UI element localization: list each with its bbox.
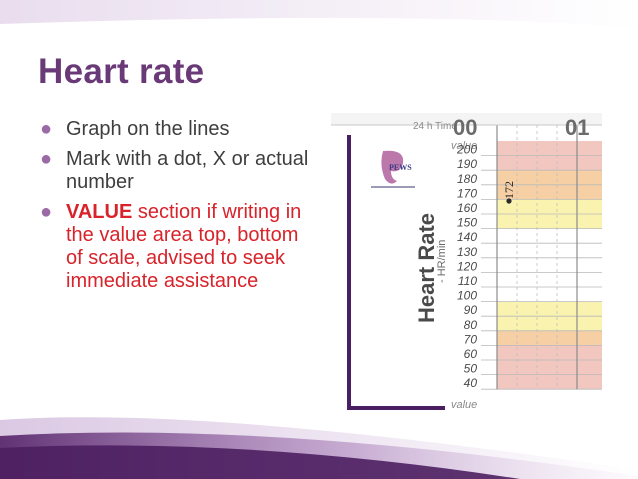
rate-label: 160 (457, 201, 477, 215)
chart-band-row (497, 316, 602, 331)
bullet-dot-icon: ● (40, 118, 53, 140)
bullet-graph-lines: ● Graph on the lines (40, 118, 310, 141)
rate-label: 150 (457, 216, 477, 230)
chart-top-strip (331, 113, 602, 125)
chart-gridlines (481, 125, 602, 390)
slide-title: Heart rate (38, 52, 205, 91)
rate-label: 140 (457, 230, 477, 244)
value-label-bottom: value (451, 399, 477, 411)
bottom-accent-bar (347, 406, 445, 410)
rate-label: 190 (457, 157, 477, 171)
plotted-point: 172 (502, 181, 516, 204)
chart-band-row (497, 287, 602, 302)
plotted-dot-icon (506, 198, 512, 204)
chart-band-row (497, 243, 602, 258)
bullet-text: Graph on the lines (66, 118, 230, 140)
chart-band-row (497, 360, 602, 375)
bullet-highlight-word: VALUE (66, 201, 133, 223)
time-header-label: 24 h Time (413, 121, 457, 132)
pews-chart-svg: 24 h Time 00 01 value value PEWS Heart R… (331, 113, 602, 411)
rate-label: 50 (464, 362, 478, 376)
plotted-value-label: 172 (502, 181, 516, 199)
hr-unit-label: - HR/min (436, 240, 448, 283)
bullet-value-section: ● VALUE section if writing in the value … (40, 201, 310, 293)
chart-band-row (497, 301, 602, 317)
rate-label: 70 (464, 332, 478, 346)
pews-chart-image: 24 h Time 00 01 value value PEWS Heart R… (331, 113, 602, 413)
chart-band-row (497, 228, 602, 244)
bullet-text: Mark with a dot, X or actual number (66, 148, 309, 193)
bullet-mark-dot: ● Mark with a dot, X or actual number (40, 148, 310, 194)
chart-band-row (497, 155, 602, 171)
pews-logo: PEWS (371, 147, 415, 191)
chart-band-row (497, 345, 602, 360)
rate-label: 170 (457, 186, 477, 200)
bullet-dot-icon: ● (40, 201, 53, 223)
chart-bands (497, 141, 602, 390)
chart-band-row (497, 170, 602, 185)
chart-band-row (497, 199, 602, 214)
logo-text: PEWS (389, 163, 412, 172)
time-label-01: 01 (565, 115, 589, 140)
chart-band-row (497, 214, 602, 229)
rate-label: 40 (464, 376, 478, 390)
chart-band-row (497, 374, 602, 390)
rate-label: 100 (457, 289, 477, 303)
chart-band-row (497, 272, 602, 287)
rate-label: 200 (456, 143, 477, 157)
time-label-00: 00 (453, 115, 477, 140)
left-accent-bar (347, 135, 351, 410)
chart-band-row (497, 184, 602, 200)
bullet-text: section if writing in the value area top… (66, 201, 302, 292)
rate-label: 120 (457, 259, 477, 273)
rate-label: 130 (457, 245, 477, 259)
heart-rate-axis-title: Heart Rate (414, 213, 439, 323)
chart-band-row (497, 257, 602, 273)
rate-label: 110 (458, 274, 477, 288)
value-label-top: value (451, 140, 477, 152)
rate-labels: 2001901801701601501401301201101009080706… (456, 143, 477, 391)
bullet-list: ● Graph on the lines ● Mark with a dot, … (40, 118, 310, 300)
bullet-dot-icon: ● (40, 148, 53, 170)
rate-label: 80 (464, 318, 478, 332)
rate-label: 60 (464, 347, 478, 361)
rate-label: 90 (464, 303, 478, 317)
rate-label: 180 (457, 172, 477, 186)
chart-band-row (497, 141, 602, 156)
chart-band-row (497, 330, 602, 346)
